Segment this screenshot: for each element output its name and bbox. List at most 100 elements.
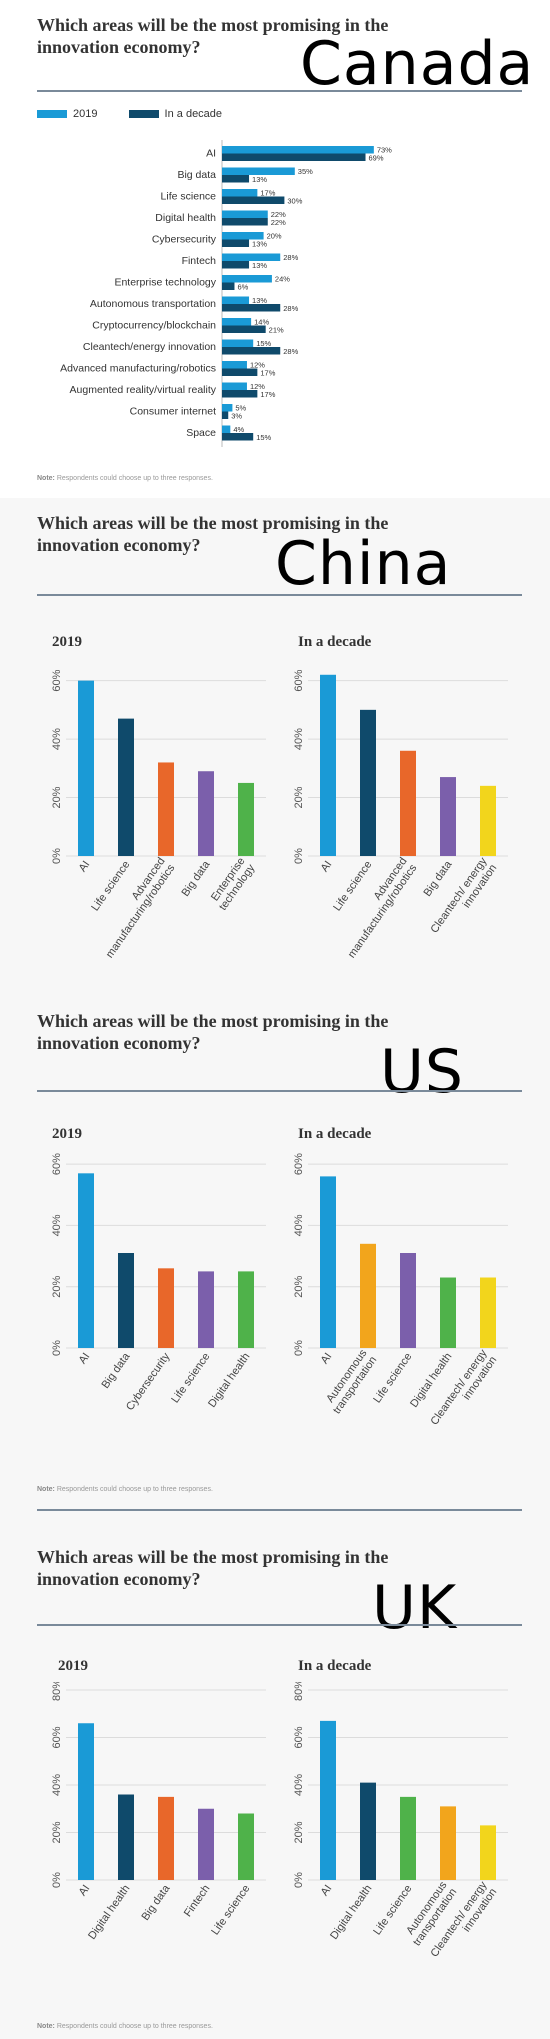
us-decade-chart: 0%20%40%60%AIAutonomoustransportationLif… [293,1153,508,1427]
us-subtitle-2019: 2019 [52,1126,82,1142]
bar-life-science [238,1813,254,1880]
us-panel: Which areas will be the most promising i… [0,996,550,1518]
us-subtitle-decade: In a decade [298,1126,372,1142]
bar-decade-advanced-manufacturing-robotics [222,368,258,376]
xtick-label-life-science: Life science [331,859,374,913]
bar-decade-life-science [222,196,285,204]
us-note: Note: Respondents could choose up to thr… [37,1486,213,1493]
value-label-2019-consumer-internet: 5% [235,404,246,413]
bar-life-science [118,718,134,856]
category-label-consumer-internet: Consumer internet [130,406,216,418]
uk-title-rule [37,1624,522,1626]
xtick-label-advanced-manufacturing-robotics: Advancedmanufacturing/robotics [336,855,420,958]
ytick-label-0: 0% [51,1340,63,1356]
bar-digital-health [238,1271,254,1348]
category-label-space: Space [186,427,216,439]
ytick-label-20: 20% [293,1821,305,1843]
bar-decade-consumer-internet [222,411,229,419]
xtick-label-enterprise-technology: Enterprisetechnology [207,855,257,913]
ytick-label-60: 60% [293,1153,305,1175]
bar-advanced-manufacturing-robotics [158,762,174,856]
bar-fintech [198,1808,214,1880]
bar-2019-ai [222,146,374,154]
canada-chart-title: Which areas will be the most promising i… [37,15,389,57]
xtick-label-ai: AI [319,1351,335,1366]
ytick-label-40: 40% [51,1774,63,1796]
bar-big-data [118,1253,134,1348]
value-label-2019-cybersecurity: 20% [267,232,282,241]
xtick-label-ai: AI [77,1351,93,1366]
value-label-decade-augmented-reality-virtual-reality: 17% [260,390,275,399]
bar-2019-life-science [222,189,258,197]
bar-ai [320,1720,336,1880]
bar-cleantech-energy-innovation [480,1277,496,1348]
xtick-label-big-data: Big data [99,1350,132,1391]
bar-advanced-manufacturing-robotics [400,750,416,856]
bar-digital-health [360,1782,376,1880]
xtick-label-cybersecurity: Cybersecurity [124,1350,173,1412]
xtick-label-big-data: Big data [421,858,454,899]
bar-2019-augmented-reality-virtual-reality [222,382,247,390]
china-title-rule [37,594,522,596]
bar-2019-consumer-internet [222,404,233,412]
value-label-2019-enterprise-technology: 24% [275,275,290,284]
canada-bar-chart: AI 73%69% Big data 35% 13% Life science 17% 30%… [60,140,392,447]
value-label-2019-fintech: 28% [283,253,298,262]
xtick-label-ai: AI [77,859,93,874]
value-label-2019-cryptocurrency-blockchain: 14% [254,318,269,327]
canada-title-rule [37,90,522,92]
value-label-decade-ai: 69% [369,154,384,163]
category-label-life-science: Life science [161,191,217,203]
value-label-2019-big-data: 35% [298,167,313,176]
value-label-decade-enterprise-technology: 6% [237,283,248,292]
uk-note-text: Respondents could choose up to three res… [54,2023,213,2030]
bar-cybersecurity [158,1268,174,1348]
category-label-digital-health: Digital health [155,212,216,224]
bar-cleantech-energy-innovation [480,1825,496,1880]
china-panel: Which areas will be the most promising i… [0,498,550,996]
category-label-augmented-reality-virtual-reality: Augmented reality/virtual reality [70,384,217,396]
legend-label-decade: In a decade [164,108,223,120]
value-label-2019-autonomous-transportation: 13% [252,296,267,305]
ytick-label-60: 60% [51,1153,63,1175]
category-label-big-data: Big data [177,169,216,181]
bar-decade-cybersecurity [222,239,250,247]
value-label-2019-life-science: 17% [260,189,275,198]
ytick-label-40: 40% [293,728,305,750]
bar-2019-fintech [222,253,281,261]
bar-2019-cleantech-energy-innovation [222,339,254,347]
ytick-label-40: 40% [293,1774,305,1796]
category-label-cybersecurity: Cybersecurity [152,234,217,246]
bar-enterprise-technology [238,782,254,856]
xtick-label-life-science: Life science [371,1351,414,1405]
value-label-decade-fintech: 13% [252,261,267,270]
ytick-label-0: 0% [51,848,63,864]
bar-cleantech-energy-innovation [480,785,496,856]
bar-2019-advanced-manufacturing-robotics [222,361,247,369]
bar-2019-cybersecurity [222,232,264,240]
legend-item-decade: In a decade [128,108,223,120]
value-label-2019-space: 4% [233,425,244,434]
ytick-label-0: 0% [293,848,305,864]
xtick-label-life-science: Life science [209,1883,252,1937]
value-label-decade-cybersecurity: 13% [252,240,267,249]
ytick-label-60: 60% [51,669,63,691]
china-subtitle-2019: 2019 [52,634,82,650]
us-title-rule [37,1090,522,1092]
ytick-label-40: 40% [293,1214,305,1236]
bar-decade-cryptocurrency-blockchain [222,325,266,333]
uk-panel: Which areas will be the most promising i… [0,1518,550,2039]
canada-legend: 2019 In a decade [37,108,222,120]
canada-note: Note: Respondents could choose up to thr… [37,475,213,482]
bar-decade-autonomous-transportation [222,304,281,312]
value-label-decade-big-data: 13% [252,175,267,184]
value-label-decade-digital-health: 22% [271,218,286,227]
xtick-label-digital-health: Digital health [206,1351,252,1410]
bar-ai [320,1176,336,1348]
bar-decade-enterprise-technology [222,282,235,290]
ytick-label-20: 20% [293,786,305,808]
legend-label-2019: 2019 [73,108,98,120]
bar-digital-health [440,1277,456,1348]
